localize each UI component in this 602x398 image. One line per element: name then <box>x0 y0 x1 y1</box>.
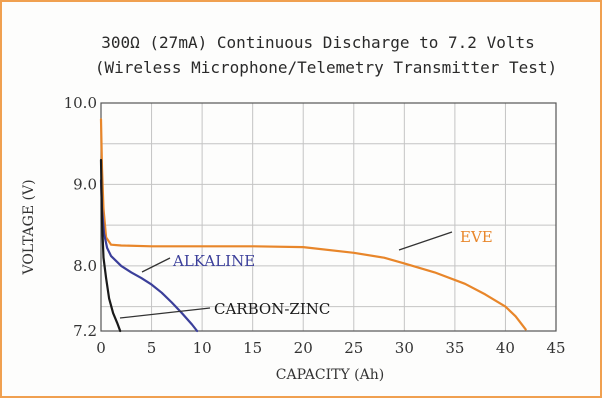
x-tick-label: 35 <box>445 339 464 357</box>
x-tick-label: 0 <box>96 339 106 357</box>
series-label-carbon-zinc: CARBON-ZINC <box>214 300 330 318</box>
chart-title: 300Ω (27mA) Continuous Discharge to 7.2 … <box>101 33 534 52</box>
x-tick-label: 25 <box>344 339 363 357</box>
series-label-alkaline: ALKALINE <box>172 252 255 270</box>
x-tick-label: 40 <box>496 339 515 357</box>
label-leader-line <box>142 258 170 272</box>
series-label-eve: EVE <box>460 228 493 246</box>
y-tick-label: 7.2 <box>73 322 97 340</box>
label-leader-line <box>399 232 452 250</box>
y-tick-label: 8.0 <box>73 257 97 275</box>
x-axis-title: CAPACITY (Ah) <box>276 367 384 383</box>
y-axis-title: VOLTAGE (V) <box>21 179 37 275</box>
chart-subtitle: (Wireless Microphone/Telemetry Transmitt… <box>95 58 557 77</box>
y-tick-label: 10.0 <box>64 94 97 112</box>
x-tick-label: 20 <box>294 339 313 357</box>
label-leader-line <box>120 308 210 318</box>
series-line-eve <box>101 119 526 329</box>
x-tick-label: 30 <box>395 339 414 357</box>
x-tick-label: 10 <box>193 339 212 357</box>
x-tick-label: 5 <box>147 339 157 357</box>
x-tick-label: 45 <box>546 339 565 357</box>
y-tick-label: 9.0 <box>73 175 97 193</box>
x-tick-label: 15 <box>243 339 262 357</box>
